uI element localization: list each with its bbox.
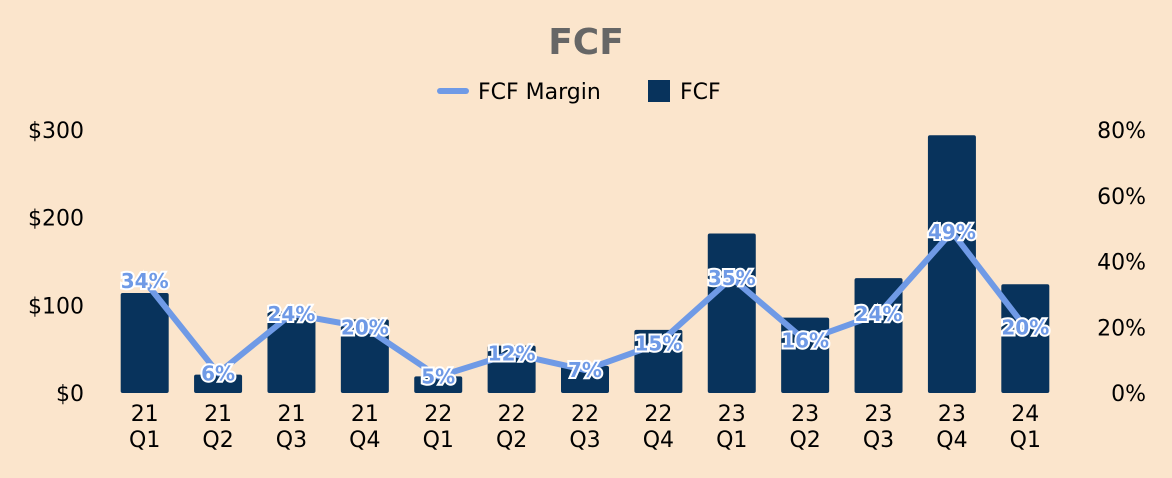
category-label-quarter: Q2 <box>202 428 233 453</box>
category-label-quarter: Q3 <box>863 428 894 453</box>
legend: FCF Margin FCF <box>437 80 721 105</box>
fcf-margin-data-label: 35% <box>708 266 756 290</box>
fcf-bar <box>707 233 756 393</box>
fcf-margin-data-label: 16% <box>781 328 829 352</box>
right-tick-label: 60% <box>1097 185 1146 210</box>
right-tick-label: 0% <box>1111 382 1146 407</box>
category-label-year: 22 <box>424 402 452 427</box>
fcf-margin-point <box>1022 324 1029 331</box>
category-label-year: 23 <box>718 402 746 427</box>
fcf-margin-data-label: 5% <box>421 365 455 389</box>
data-labels: 34% 6% 24% 20% 5% 12% 7% 15% 35% 16% 24% 49% 20% <box>119 218 1051 391</box>
category-label-quarter: Q4 <box>936 428 967 453</box>
legend-label-fcf-margin: FCF Margin <box>478 80 601 105</box>
category-label-quarter: Q1 <box>1010 428 1041 453</box>
left-tick-label: $300 <box>28 119 84 144</box>
left-tick-label: $200 <box>28 207 84 232</box>
fcf-bar <box>414 376 463 393</box>
category-label-quarter: Q1 <box>129 428 160 453</box>
category-label-quarter: Q4 <box>349 428 380 453</box>
fcf-margin-line <box>141 228 1029 380</box>
left-axis: $0 $100 $200 $300 <box>28 119 84 407</box>
fcf-margin-point <box>141 278 148 285</box>
fcf-margin-point <box>582 366 588 373</box>
category-label-year: 24 <box>1011 402 1039 427</box>
fcf-margin-data-label: 7% <box>568 358 602 382</box>
fcf-margin-data-label: 34% <box>121 269 169 293</box>
fcf-bar <box>561 365 609 393</box>
category-label-year: 22 <box>571 402 599 427</box>
category-label-quarter: Q1 <box>716 428 747 453</box>
category-label-year: 21 <box>131 402 159 427</box>
right-tick-label: 40% <box>1097 251 1146 276</box>
fcf-margin-point <box>435 373 442 380</box>
category-label-year: 23 <box>938 402 966 427</box>
category-label-quarter: Q2 <box>789 428 820 453</box>
fcf-margin-point <box>875 311 882 318</box>
category-label-year: 22 <box>644 402 672 427</box>
left-tick-label: $0 <box>56 382 84 407</box>
fcf-margin-data-label: 6% <box>201 361 235 385</box>
fcf-bar <box>267 311 316 393</box>
right-axis: 0% 20% 40% 60% 80% <box>1097 119 1146 407</box>
left-tick-label: $100 <box>28 294 84 319</box>
category-label-quarter: Q1 <box>423 428 454 453</box>
category-label-year: 23 <box>865 402 893 427</box>
fcf-margin-data-label: 24% <box>855 302 903 326</box>
fcf-margin-data-label: 20% <box>1001 315 1049 339</box>
fcf-margin-data-label: 12% <box>488 342 536 366</box>
category-label-quarter: Q2 <box>496 428 527 453</box>
fcf-margin-point <box>948 228 955 235</box>
fcf-bar <box>927 135 976 393</box>
category-label-year: 21 <box>351 402 379 427</box>
fcf-bar <box>120 293 169 393</box>
fcf-margin-data-label: 24% <box>268 302 316 326</box>
chart-title: FCF <box>548 22 624 63</box>
fcf-bar <box>194 374 243 393</box>
fcf-margin-data-label: 15% <box>634 332 682 356</box>
category-label-quarter: Q4 <box>643 428 674 453</box>
fcf-margin-point <box>288 311 295 318</box>
fcf-bars <box>120 135 1050 393</box>
category-label-year: 21 <box>277 402 305 427</box>
fcf-margin-data-label: 20% <box>341 315 389 339</box>
legend-label-fcf: FCF <box>680 80 721 105</box>
fcf-margin-point <box>508 350 515 357</box>
fcf-margin-point <box>655 340 662 347</box>
fcf-margin-point <box>215 370 222 377</box>
category-label-quarter: Q3 <box>276 428 307 453</box>
fcf-margin-point <box>728 274 735 281</box>
fcf-bar <box>854 278 903 393</box>
fcf-margin-point <box>361 324 368 331</box>
right-tick-label: 80% <box>1097 119 1146 144</box>
legend-bar-swatch <box>648 80 670 102</box>
category-label-year: 23 <box>791 402 819 427</box>
right-tick-label: 20% <box>1097 316 1146 341</box>
category-label-year: 22 <box>498 402 526 427</box>
category-label-year: 21 <box>204 402 232 427</box>
fcf-margin-point <box>802 337 809 344</box>
category-label-quarter: Q3 <box>569 428 600 453</box>
fcf-margin-data-label: 49% <box>928 220 976 244</box>
category-axis: 21Q121Q221Q321Q422Q122Q222Q322Q423Q123Q2… <box>129 402 1041 453</box>
